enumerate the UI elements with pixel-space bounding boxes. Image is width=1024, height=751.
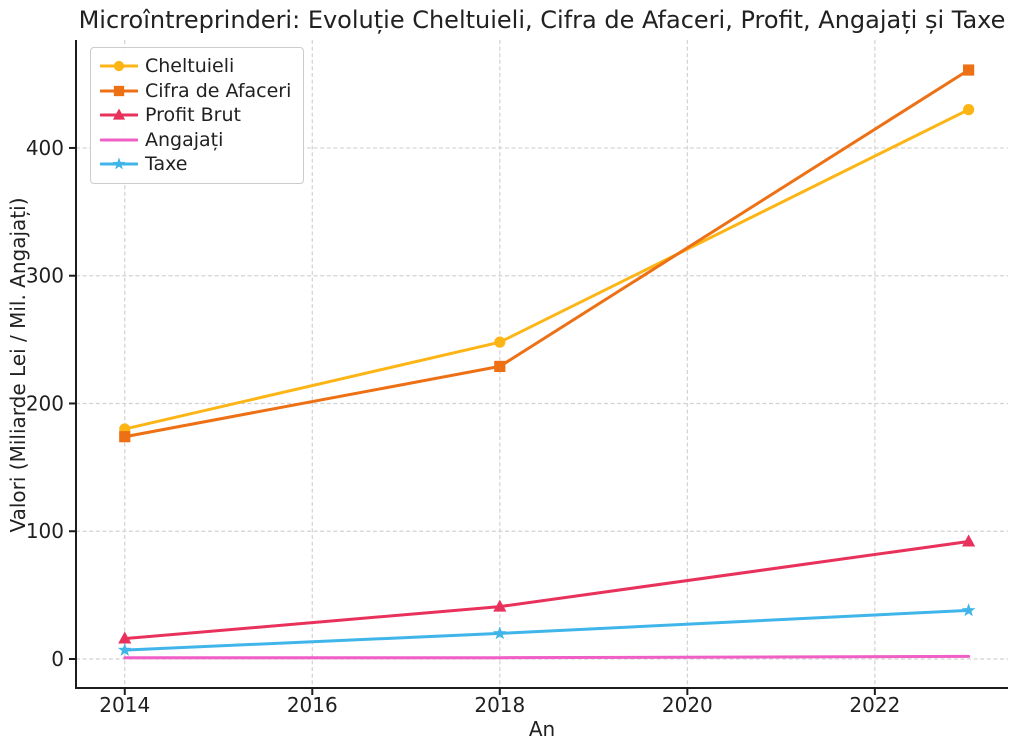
legend-item-profit-brut: Profit Brut <box>100 103 291 128</box>
series-line-angaja-i <box>123 654 971 660</box>
series-taxe <box>117 603 976 656</box>
data-point-star <box>961 603 976 617</box>
series-line-profit-brut <box>123 540 971 641</box>
series-line-taxe <box>123 608 971 652</box>
x-tick-label: 2020 <box>662 693 713 717</box>
x-tick-label: 2022 <box>849 693 900 717</box>
chart-title: Microîntreprinderi: Evoluție Cheltuieli,… <box>78 6 1006 34</box>
x-axis-label: An <box>528 717 556 741</box>
legend-label: Cifra de Afaceri <box>145 79 292 102</box>
y-axis-label: Valori (Miliarde Lei / Mil. Angajați) <box>6 197 30 533</box>
legend-label: Taxe <box>145 153 188 176</box>
x-tick-label: 2016 <box>287 693 338 717</box>
x-tick-label: 2014 <box>99 693 150 717</box>
data-point-square <box>963 64 975 76</box>
data-point-square <box>494 360 506 373</box>
legend-item-taxe: Taxe <box>100 152 291 177</box>
data-point-triangle <box>118 631 132 644</box>
legend-label: Angajați <box>145 128 224 151</box>
y-tick-label: 300 <box>26 264 64 288</box>
y-tick-label: 100 <box>26 519 64 543</box>
data-point-square <box>113 85 125 96</box>
data-point-star <box>492 626 507 640</box>
data-point-star <box>117 642 132 656</box>
y-tick-label: 400 <box>26 136 64 160</box>
data-point-triangle <box>493 599 507 612</box>
data-point-circle <box>963 104 975 116</box>
legend-sample-taxe <box>100 157 138 170</box>
series-profit-brut <box>118 534 976 644</box>
data-point-square <box>119 431 131 443</box>
legend-label: Cheltuieli <box>145 55 235 78</box>
data-point-triangle <box>962 534 976 547</box>
legend-sample-cifra-de-afaceri <box>100 85 138 96</box>
data-point-star <box>112 157 126 170</box>
legend-sample-angaja-i <box>100 138 138 142</box>
data-point-triangle <box>112 108 126 120</box>
series-cifra-de-afaceri <box>119 64 975 443</box>
legend-item-angaja-i: Angajați <box>100 128 291 153</box>
legend-sample-cheltuieli <box>100 61 138 72</box>
legend-item-cheltuieli: Cheltuieli <box>100 54 291 79</box>
legend: Cheltuieli Cifra de Afaceri Profit Brut Ang… <box>90 47 305 184</box>
series-angaja-i <box>123 654 971 660</box>
data-point-circle <box>494 336 506 348</box>
legend-label: Profit Brut <box>145 104 241 127</box>
x-tick-label: 2018 <box>474 693 525 717</box>
data-point-circle <box>113 61 125 72</box>
legend-item-cifra-de-afaceri: Cifra de Afaceri <box>100 79 291 104</box>
y-tick-label: 0 <box>51 647 64 671</box>
y-tick-label: 200 <box>26 391 64 415</box>
legend-sample-profit-brut <box>100 108 138 120</box>
